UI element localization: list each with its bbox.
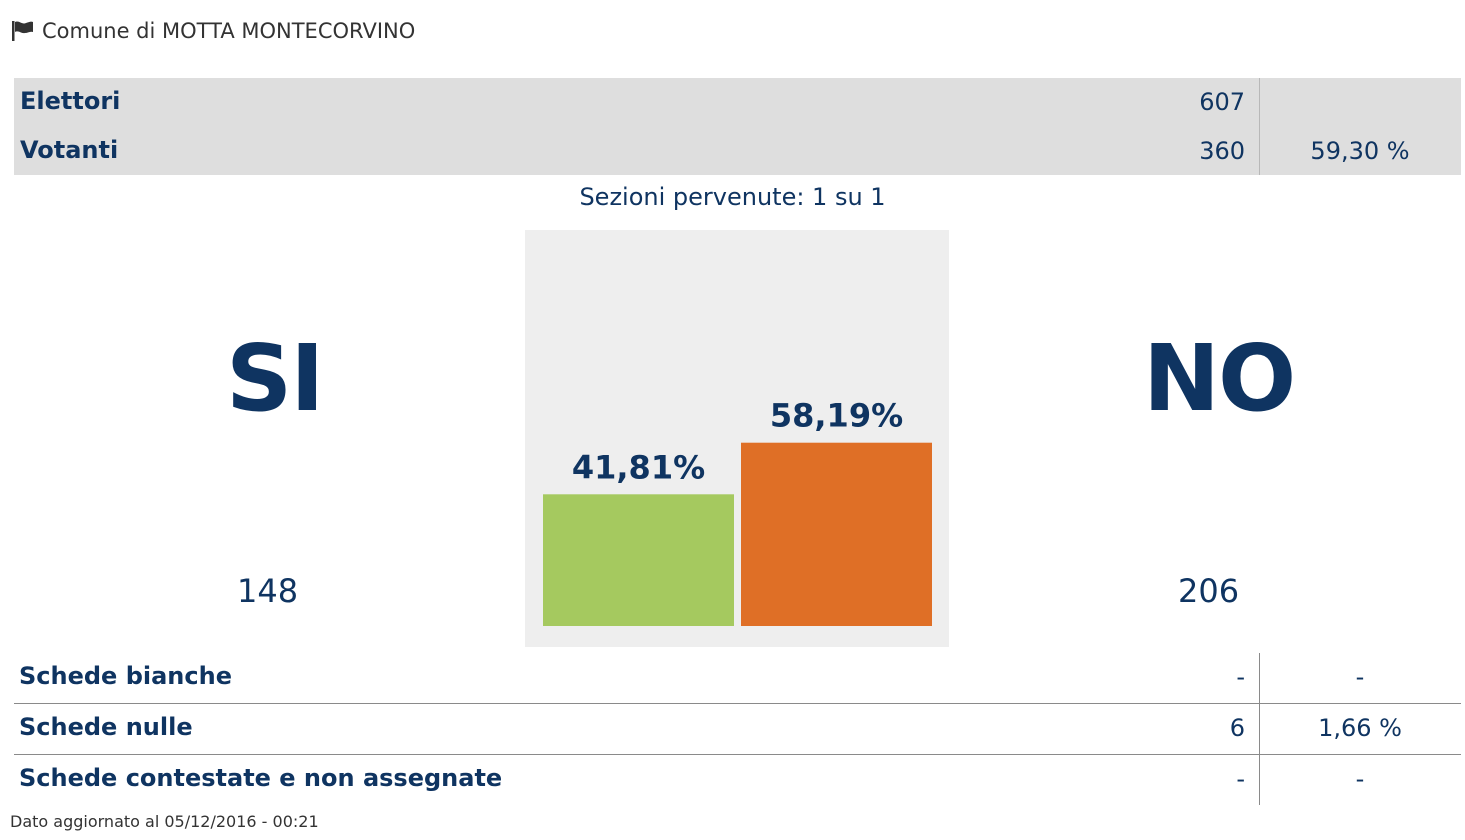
- yes-label: SI: [226, 325, 324, 432]
- result-bar-chart: 41,81% 58,19%: [543, 397, 932, 626]
- contested-ballots-pct: -: [1355, 765, 1365, 793]
- contested-ballots-value: -: [1236, 765, 1245, 793]
- bar-si: [543, 494, 734, 626]
- table-row: Schede contestate e non assegnate - -: [14, 754, 1461, 805]
- blank-ballots-label: Schede bianche: [19, 662, 232, 690]
- contested-ballots-label: Schede contestate e non assegnate: [19, 764, 503, 792]
- bar-si-value-label: 41,81%: [572, 448, 705, 486]
- column-divider: [1259, 653, 1260, 703]
- last-updated: Dato aggiornato al 05/12/2016 - 00:21: [10, 812, 319, 831]
- votanti-label: Votanti: [20, 136, 119, 164]
- null-ballots-pct: 1,66 %: [1318, 714, 1402, 742]
- yes-count: 148: [237, 572, 299, 610]
- flag-icon: [12, 21, 33, 41]
- elettori-label: Elettori: [20, 87, 121, 115]
- column-divider: [1259, 755, 1260, 805]
- elettori-value: 607: [1199, 88, 1245, 116]
- blank-ballots-pct: -: [1355, 663, 1365, 691]
- municipality-title: Comune di MOTTA MONTECORVINO: [42, 19, 416, 43]
- bar-no-value-label: 58,19%: [770, 397, 903, 435]
- null-ballots-label: Schede nulle: [19, 713, 193, 741]
- no-label: NO: [1143, 325, 1296, 432]
- table-row: Schede bianche - -: [14, 653, 1461, 703]
- bar-no: [741, 442, 932, 626]
- table-row: Schede nulle 6 1,66 %: [14, 703, 1461, 754]
- null-ballots-value: 6: [1229, 714, 1245, 742]
- header: Comune di MOTTA MONTECORVINO: [10, 16, 415, 46]
- turnout-summary: Elettori 607 Votanti 360 59,30 %: [14, 78, 1461, 175]
- column-divider: [1259, 704, 1260, 754]
- ballots-table: Schede bianche - - Schede nulle 6 1,66 %…: [14, 653, 1461, 805]
- votanti-pct: 59,30 %: [1310, 137, 1410, 165]
- no-count: 206: [1178, 572, 1240, 610]
- votanti-value: 360: [1199, 137, 1245, 165]
- column-divider: [1259, 78, 1260, 175]
- sections-received: Sezioni pervenute: 1 su 1: [579, 183, 886, 211]
- blank-ballots-value: -: [1236, 663, 1245, 691]
- result-chart-panel: 41,81% 58,19%: [525, 230, 949, 647]
